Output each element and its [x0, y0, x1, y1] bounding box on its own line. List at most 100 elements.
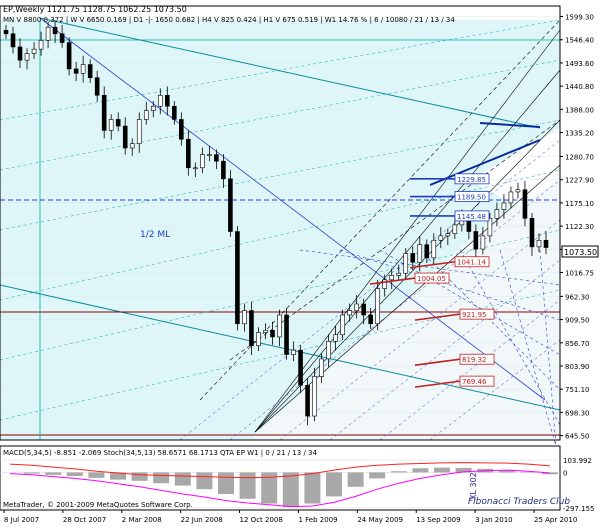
- candle-body: [543, 239, 549, 248]
- candle-body: [193, 167, 198, 170]
- fan-line: [229, 119, 561, 361]
- candle-body: [242, 310, 247, 325]
- level-box-label: 1041.14: [457, 259, 486, 267]
- indicator-line: MN V 8800 0.372 | W V 6650 0.169 | D1 -|…: [3, 16, 455, 24]
- lower-median-line: [0, 284, 561, 411]
- level-box-label: 1189.50: [457, 194, 486, 202]
- candle-body: [129, 143, 135, 149]
- candle-body: [249, 310, 254, 347]
- candle-body: [340, 314, 345, 336]
- cyan-dashed-line: [0, 59, 561, 171]
- macd-histogram-bar: [218, 472, 234, 494]
- y-tick-label: 962.30: [565, 293, 590, 301]
- x-tick-label: 13 Sep 2009: [416, 516, 460, 524]
- candle-body: [136, 119, 142, 144]
- level-arrow: [369, 277, 416, 285]
- symbol-line: EP,Weekly 1121.75 1128.75 1062.25 1073.5…: [3, 5, 187, 14]
- candle-body: [396, 272, 402, 276]
- candle-body: [263, 330, 268, 333]
- macd-histogram-bar: [369, 472, 386, 479]
- macd-histogram-bar: [412, 468, 429, 473]
- y-tick-label: 1599.30: [565, 14, 594, 22]
- candle-body: [235, 231, 240, 325]
- candle-body: [31, 48, 37, 54]
- y-tick-label: 909.50: [565, 317, 590, 325]
- y-tick-label: 698.30: [565, 409, 590, 417]
- y-tick-label: 751.10: [565, 386, 590, 394]
- blue-dashed-fan: [379, 299, 561, 441]
- level-box: [454, 256, 490, 268]
- candle-body: [284, 314, 289, 355]
- indicator-y-label: -297.155: [563, 505, 594, 513]
- blue-dashed-fan: [499, 249, 561, 461]
- level-box-label: 819.32: [462, 356, 487, 364]
- main-plot-frame: [0, 5, 561, 441]
- macd-histogram-bar: [196, 472, 213, 490]
- candle-body: [536, 239, 542, 248]
- macd-histogram-bar: [110, 472, 126, 480]
- candle-body: [508, 191, 514, 204]
- macd-histogram-bar: [434, 467, 450, 473]
- macd-stoch-indicator: 103.992 0 -297.155: [0, 457, 594, 513]
- level-box: [459, 308, 495, 320]
- macd-histogram-bar: [542, 472, 558, 475]
- candle-body: [382, 279, 388, 289]
- candle-body: [410, 253, 416, 263]
- candle-body: [157, 94, 163, 107]
- x-tick-label: 12 Oct 2008: [240, 516, 283, 524]
- level-box-label: 921.95: [462, 311, 487, 319]
- level-box: [454, 173, 490, 185]
- candle-body: [368, 314, 373, 325]
- x-tick-label: 8 Jul 2007: [4, 516, 39, 524]
- blue-dashed-fan: [229, 179, 561, 441]
- candle-body: [494, 209, 500, 219]
- candle-body: [501, 202, 507, 210]
- candle-body: [17, 46, 23, 61]
- blue-dashed-fan: [379, 249, 561, 356]
- candle-body: [24, 53, 30, 61]
- half-ml-annotation: 1/2 ML: [140, 230, 170, 240]
- cyan-dashed-line: [0, 119, 561, 231]
- level-box: [459, 353, 495, 365]
- y-tick-label: 1227.90: [565, 177, 594, 185]
- candle-body: [522, 189, 528, 219]
- candle-body: [445, 233, 451, 237]
- level-box-label: 1145.48: [457, 213, 486, 221]
- macd-histogram-bar: [347, 472, 364, 487]
- macd-signal-line: [9, 469, 551, 508]
- indicator-plot-frame: [0, 445, 561, 511]
- candle-body: [403, 253, 409, 274]
- macd-histogram-bar: [390, 471, 407, 473]
- macd-histogram-bar: [498, 470, 515, 473]
- candle-body: [150, 105, 156, 111]
- candle-body: [515, 189, 521, 193]
- candlestick-series: [3, 20, 549, 426]
- indicator-y-label: 0: [563, 469, 567, 477]
- macd-histogram-bar: [261, 472, 278, 504]
- candle-body: [143, 110, 149, 120]
- level-arrow: [409, 260, 456, 269]
- stoch-line: [9, 462, 551, 479]
- macd-histogram-bar: [131, 472, 148, 481]
- footer-credit: MetaTrader, © 2001-2009 MetaQuotes Softw…: [3, 501, 193, 509]
- candle-body: [347, 310, 352, 316]
- y-tick-label: 1440.80: [565, 83, 594, 91]
- candle-body: [452, 224, 458, 234]
- candle-body: [179, 119, 184, 140]
- candle-body: [417, 244, 423, 263]
- level-arrow: [414, 313, 461, 321]
- watermark: Fibonacci Traders Club: [468, 497, 570, 507]
- xl-marker-label: XL 302: [469, 472, 478, 500]
- macd-histogram-bar: [66, 472, 83, 477]
- candle-body: [80, 64, 86, 74]
- level-box-label: 769.46: [462, 378, 487, 386]
- candle-body: [52, 26, 58, 35]
- candle-body: [87, 64, 93, 79]
- level-box-label: 1004.05: [417, 275, 446, 283]
- candle-body: [305, 384, 310, 417]
- blue-target-segment: [429, 139, 541, 186]
- macd-histogram-bar: [45, 472, 62, 475]
- candle-body: [122, 125, 128, 149]
- level-arrow: [414, 358, 461, 367]
- x-tick-label: 22 Jun 2008: [181, 516, 223, 524]
